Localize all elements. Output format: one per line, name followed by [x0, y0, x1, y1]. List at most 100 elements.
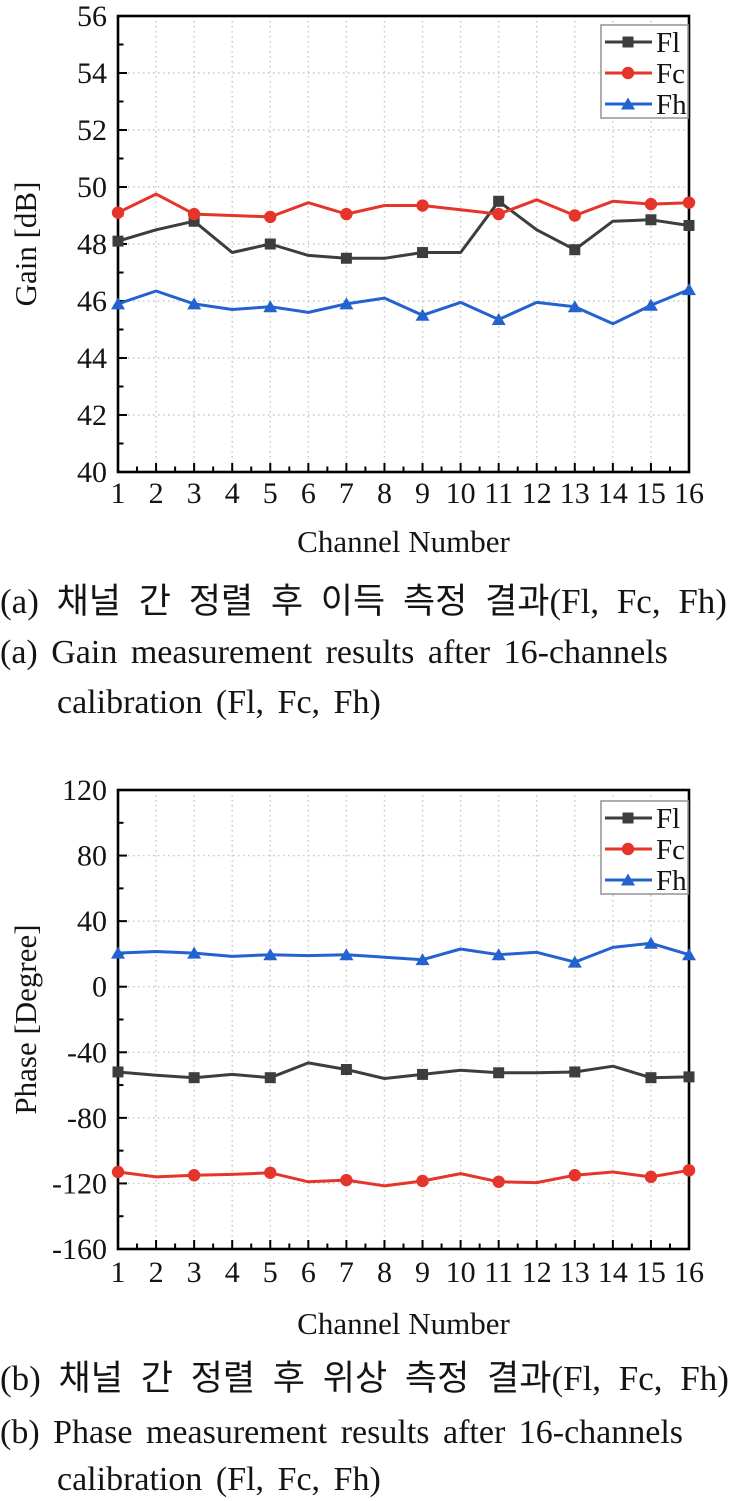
gain-series-markers-Fc	[111, 196, 696, 224]
phase-x-axis-title: Channel Number	[297, 1306, 510, 1341]
square-marker	[188, 1072, 200, 1084]
x-tick-label: 14	[598, 477, 628, 510]
legend-entry-Fh: Fh	[605, 89, 687, 121]
triangle-marker	[187, 297, 202, 310]
gain-y-axis-title: Gain [dB]	[8, 182, 43, 307]
x-tick-label: 4	[225, 477, 240, 510]
square-marker	[493, 1067, 505, 1079]
circle-marker	[492, 207, 505, 221]
x-tick-label: 11	[484, 477, 513, 510]
phase-series-line-Fc	[117, 1168, 690, 1188]
circle-marker	[621, 842, 635, 856]
circle-marker	[568, 1169, 581, 1182]
x-tick-label: 16	[674, 1256, 704, 1289]
x-tick-label: 9	[415, 1256, 430, 1289]
circle-marker	[621, 66, 635, 80]
x-tick-label: 2	[149, 1256, 164, 1289]
legend-label: Fh	[656, 865, 687, 897]
x-tick-label: 4	[225, 1256, 240, 1289]
y-tick-label: 54	[77, 57, 107, 90]
phase-series-markers-Fc	[111, 1164, 696, 1188]
legend-label: Fc	[656, 834, 685, 866]
phase-series-markers-Fh	[111, 936, 696, 968]
triangle-marker	[263, 300, 278, 313]
y-tick-label: 56	[77, 0, 107, 33]
circle-marker	[416, 199, 429, 212]
square-marker	[264, 1072, 276, 1084]
phase-y-axis-title: Phase [Degree]	[8, 924, 43, 1114]
caption-a-english-line1: (a) Gain measurement results after 16-ch…	[0, 634, 668, 671]
x-tick-label: 10	[446, 1256, 476, 1289]
square-marker	[622, 812, 634, 824]
triangle-marker	[491, 313, 506, 326]
x-tick-label: 9	[415, 477, 430, 510]
phase-x-tick-labels: 1 2 3 4 5 6 7 8 9 10 11 12 13 14 15 16	[111, 1256, 705, 1289]
square-marker	[188, 215, 200, 227]
gain-gridlines	[118, 16, 689, 472]
legend-label: Fl	[656, 27, 680, 59]
square-marker	[645, 214, 657, 226]
circle-marker	[416, 1174, 429, 1188]
x-tick-label: 16	[674, 477, 704, 510]
phase-ticks	[117, 789, 690, 1250]
triangle-marker	[263, 948, 278, 961]
y-tick-label: 120	[62, 774, 107, 807]
square-marker	[569, 244, 581, 256]
triangle-marker	[567, 300, 582, 313]
y-tick-label: -120	[52, 1167, 107, 1200]
caption-b-korean: (b) 채널 간 정렬 후 위상 측정 결과(Fl, Fc, Fh)	[0, 1359, 729, 1398]
square-marker	[569, 1066, 581, 1078]
caption-b-english-line1: (b) Phase measurement results after 16-c…	[0, 1414, 684, 1451]
gain-series-line-Fh	[117, 288, 690, 326]
triangle-marker	[643, 298, 658, 311]
square-marker	[645, 1072, 657, 1084]
square-marker	[417, 247, 429, 259]
triangle-marker	[111, 297, 125, 310]
x-tick-label: 10	[446, 477, 476, 510]
x-tick-label: 6	[301, 1256, 316, 1289]
gain-series-line-Fc	[117, 192, 690, 219]
circle-marker	[264, 210, 277, 224]
x-tick-label: 7	[339, 477, 354, 510]
y-tick-label: -40	[67, 1036, 107, 1069]
gain-x-tick-labels: 1 2 3 4 5 6 7 8 9 10 11 12 13 14 15 16	[111, 477, 705, 510]
triangle-marker	[682, 283, 696, 296]
phase-series-line-Fh	[117, 941, 690, 964]
legend-entry-Fh: Fh	[605, 865, 687, 897]
square-marker	[683, 1071, 695, 1083]
square-marker	[340, 1063, 352, 1075]
x-tick-label: 15	[636, 477, 666, 510]
x-tick-label: 3	[187, 477, 202, 510]
legend-marker-circle	[621, 66, 635, 80]
circle-marker	[264, 1166, 277, 1179]
square-marker	[622, 36, 634, 48]
x-tick-label: 7	[339, 1256, 354, 1289]
phase-gridlines	[118, 790, 689, 1249]
legend-entry-Fc: Fc	[605, 58, 685, 90]
y-tick-label: -160	[52, 1233, 107, 1266]
x-tick-label: 12	[522, 477, 552, 510]
y-tick-label: 40	[77, 905, 107, 938]
y-tick-label: 40	[77, 456, 107, 489]
y-tick-label: 50	[77, 171, 107, 204]
legend-label: Fh	[656, 89, 687, 121]
x-tick-label: 11	[484, 1256, 513, 1289]
triangle-marker	[491, 948, 506, 961]
y-tick-label: 42	[77, 399, 107, 432]
circle-marker	[111, 206, 125, 219]
x-tick-label: 1	[111, 477, 126, 510]
x-tick-label: 5	[263, 477, 278, 510]
x-tick-label: 6	[301, 477, 316, 510]
square-marker	[264, 238, 276, 250]
legend-label: Fl	[656, 803, 680, 835]
x-tick-label: 14	[598, 1256, 628, 1289]
triangle-marker	[621, 97, 635, 110]
gain-series-markers-Fh	[111, 283, 696, 326]
circle-marker	[492, 1175, 505, 1188]
square-marker	[493, 195, 505, 207]
caption-a-korean: (a) 채널 간 정렬 후 이득 측정 결과(Fl, Fc, Fh)	[0, 582, 727, 621]
circle-marker	[644, 197, 658, 211]
triangle-marker	[111, 946, 125, 959]
